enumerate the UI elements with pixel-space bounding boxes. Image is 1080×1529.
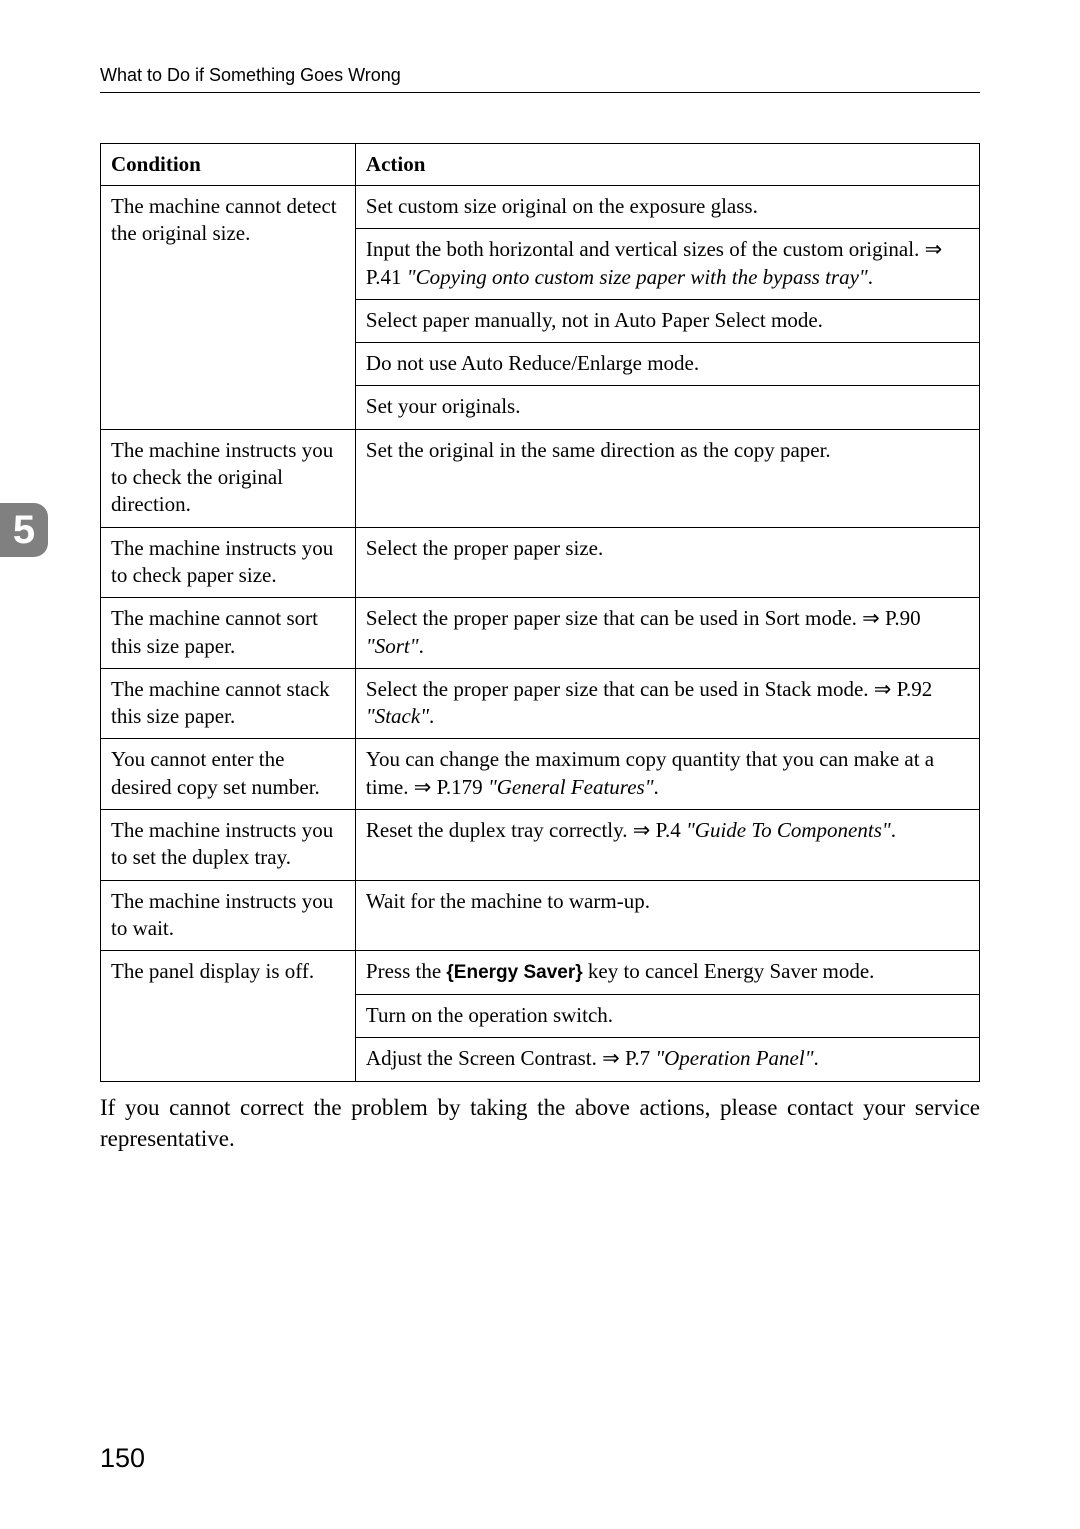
cell-condition: The machine instructs you to check the o… <box>101 429 356 527</box>
cell-action: You can change the maximum copy quantity… <box>355 739 979 810</box>
cell-action: Press the {Energy Saver} key to cancel E… <box>355 951 979 995</box>
cell-condition: You cannot enter the desired copy set nu… <box>101 739 356 810</box>
cell-condition: The panel display is off. <box>101 951 356 1081</box>
cell-action: Turn on the operation switch. <box>355 994 979 1037</box>
cell-condition: The machine instructs you to wait. <box>101 880 356 951</box>
cell-action: Adjust the Screen Contrast. ⇒ P.7 "Opera… <box>355 1038 979 1081</box>
col-action: Action <box>355 144 979 186</box>
page-number: 150 <box>100 1443 145 1474</box>
cell-condition: The machine cannot stack this size paper… <box>101 668 356 739</box>
troubleshoot-table: Condition Action The machine cannot dete… <box>100 143 980 1082</box>
cell-action: Reset the duplex tray correctly. ⇒ P.4 "… <box>355 810 979 881</box>
cell-action: Set custom size original on the exposure… <box>355 186 979 229</box>
cell-action: Select the proper paper size that can be… <box>355 668 979 739</box>
section-header: What to Do if Something Goes Wrong <box>100 65 980 86</box>
cell-action: Select paper manually, not in Auto Paper… <box>355 299 979 342</box>
col-condition: Condition <box>101 144 356 186</box>
cell-action: Select the proper paper size. <box>355 527 979 598</box>
cell-action: Do not use Auto Reduce/Enlarge mode. <box>355 343 979 386</box>
cell-action: Wait for the machine to warm-up. <box>355 880 979 951</box>
closing-text: If you cannot correct the problem by tak… <box>100 1092 980 1154</box>
cell-action: Set your originals. <box>355 386 979 429</box>
cell-condition: The machine instructs you to check paper… <box>101 527 356 598</box>
cell-condition: The machine instructs you to set the dup… <box>101 810 356 881</box>
cell-action: Set the original in the same direction a… <box>355 429 979 527</box>
header-rule <box>100 92 980 93</box>
cell-action: Input the both horizontal and vertical s… <box>355 229 979 300</box>
cell-action: Select the proper paper size that can be… <box>355 598 979 669</box>
cell-condition: The machine cannot sort this size paper. <box>101 598 356 669</box>
cell-condition: The machine cannot detect the original s… <box>101 186 356 430</box>
